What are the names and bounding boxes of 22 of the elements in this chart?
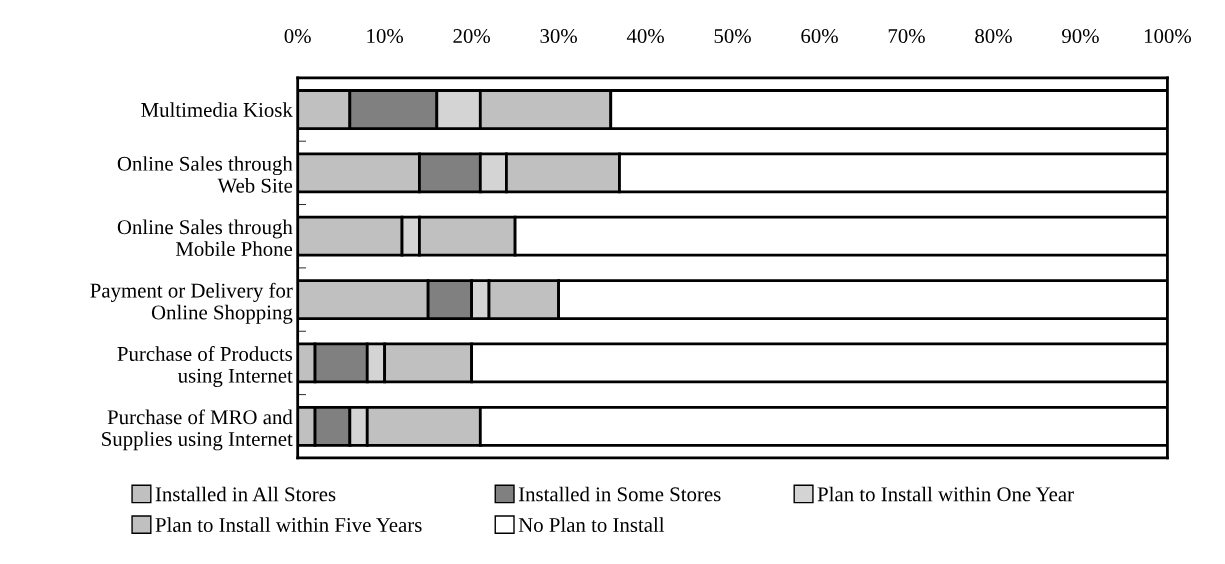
legend-label: Installed in Some Stores — [518, 486, 721, 502]
legend-label: Plan to Install within Five Years — [155, 517, 422, 533]
x-tick-label: 60% — [801, 28, 838, 44]
x-tick-label: 70% — [888, 28, 925, 44]
y-tick-label: Purchase of Products using Internet — [117, 346, 293, 388]
legend-label: No Plan to Install — [518, 517, 665, 533]
legend-label: Installed in All Stores — [155, 486, 336, 502]
y-tick-label: Purchase of MRO and Supplies using Internet — [102, 409, 293, 451]
x-tick-label: 0% — [284, 28, 311, 44]
x-tick-label: 90% — [1062, 28, 1099, 44]
y-tick-label: Online Sales through Web Site — [117, 156, 293, 193]
x-tick-label: 40% — [626, 28, 664, 44]
x-tick-label: 20% — [453, 28, 491, 44]
legend-label: Plan to Install within One Year — [817, 486, 1074, 502]
x-tick-label: 10% — [367, 28, 404, 44]
x-tick-label: 30% — [540, 28, 577, 44]
x-tick-label: 80% — [975, 28, 1012, 44]
x-tick-label: 50% — [714, 28, 751, 44]
x-tick-label: 100% — [1144, 28, 1192, 44]
y-tick-label: Online Sales through Mobile Phone — [117, 219, 293, 257]
y-tick-label: Multimedia Kiosk — [141, 102, 293, 117]
y-tick-label: Payment or Delivery for Online Shopping — [90, 282, 293, 324]
